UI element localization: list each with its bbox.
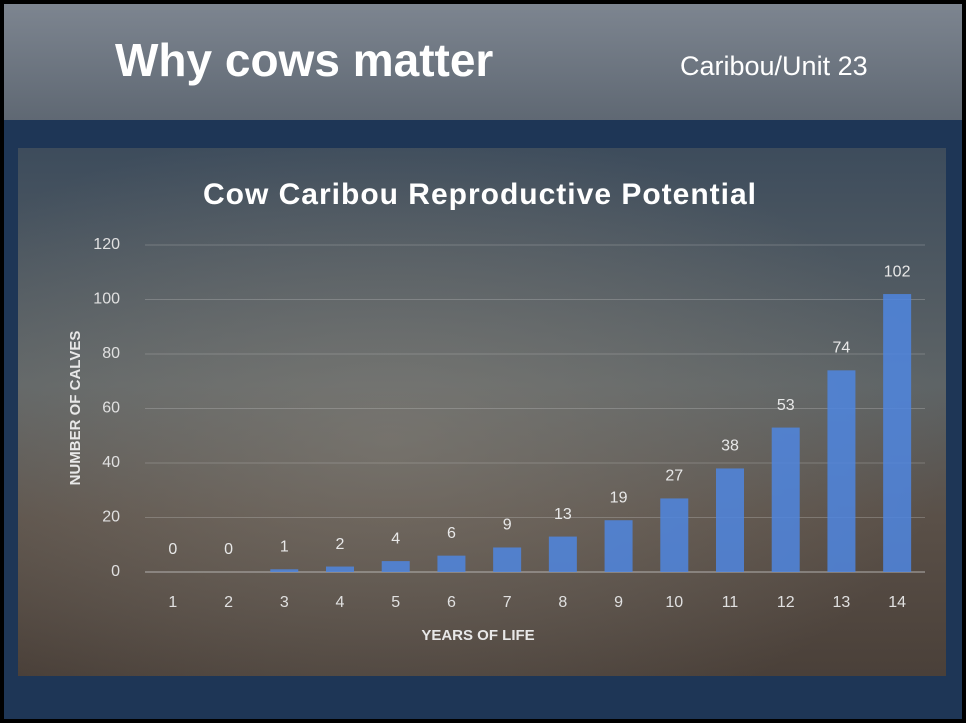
slide-tag: Caribou/Unit 23: [680, 51, 868, 81]
y-tick-label: 60: [102, 400, 120, 417]
bar: [437, 555, 466, 572]
chart-title: Cow Caribou Reproductive Potential: [203, 178, 757, 211]
value-label: 0: [224, 541, 233, 558]
bar: [771, 427, 800, 572]
y-tick-label: 100: [93, 291, 120, 308]
y-tick-label: 40: [102, 454, 120, 471]
x-tick-label: 1: [168, 594, 177, 611]
x-tick-label: 11: [722, 594, 739, 611]
x-tick-label: 10: [665, 594, 683, 611]
value-label: 74: [833, 340, 851, 357]
y-tick-label: 120: [93, 236, 120, 253]
value-label: 0: [168, 541, 177, 558]
slide-title: Why cows matter: [115, 34, 493, 86]
value-label: 53: [777, 397, 795, 414]
value-label: 19: [610, 489, 628, 506]
value-label: 2: [336, 536, 345, 553]
value-label: 38: [721, 438, 739, 455]
bar: [548, 536, 577, 572]
y-tick-label: 0: [111, 563, 120, 580]
bar: [660, 498, 689, 572]
y-axis-title: NUMBER OF CALVES: [67, 331, 84, 486]
value-label: 102: [884, 263, 911, 280]
bar: [270, 569, 299, 572]
x-tick-label: 12: [777, 594, 795, 611]
x-axis-title: YEARS OF LIFE: [421, 627, 534, 644]
x-tick-label: 4: [336, 594, 345, 611]
x-tick-label: 2: [224, 594, 233, 611]
value-label: 9: [503, 517, 512, 534]
bar: [604, 520, 633, 572]
y-tick-label: 80: [102, 345, 120, 362]
x-tick-label: 14: [888, 594, 906, 611]
value-label: 1: [280, 538, 289, 555]
bar: [493, 547, 522, 572]
x-tick-label: 13: [833, 594, 851, 611]
header-band: [4, 4, 962, 120]
value-label: 4: [391, 530, 400, 547]
x-tick-label: 7: [503, 594, 512, 611]
x-tick-label: 6: [447, 594, 456, 611]
value-label: 6: [447, 525, 456, 542]
value-label: 13: [554, 506, 572, 523]
x-tick-label: 3: [280, 594, 289, 611]
y-tick-label: 20: [102, 509, 120, 526]
bar: [381, 561, 410, 572]
value-label: 27: [665, 468, 683, 485]
bar: [883, 294, 912, 572]
x-tick-label: 9: [614, 594, 623, 611]
bar: [827, 370, 856, 572]
bar: [326, 566, 354, 572]
x-tick-label: 5: [391, 594, 400, 611]
bar: [716, 468, 744, 572]
photo-haze: [18, 148, 946, 676]
x-tick-label: 8: [558, 594, 567, 611]
